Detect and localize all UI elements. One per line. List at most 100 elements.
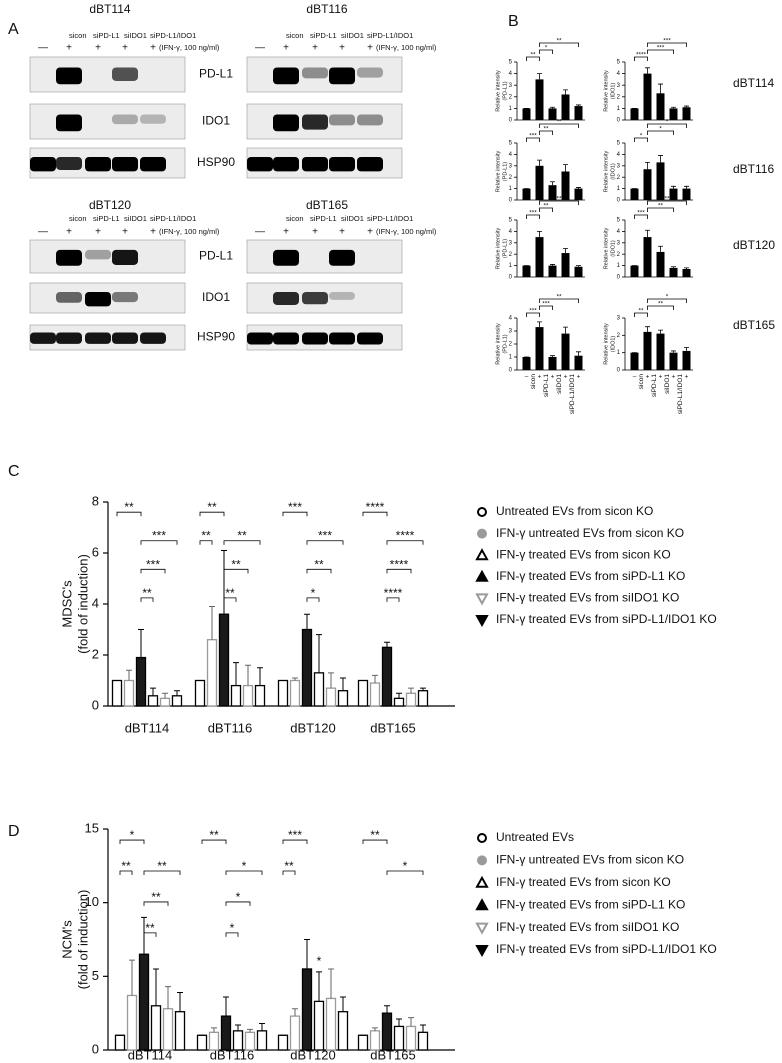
significance-label: ** [231, 557, 241, 571]
x-tick-label: dBT165 [370, 720, 416, 735]
legend-label: Untreated EVs from sicon KO [496, 504, 653, 518]
y-tick-label: 0 [509, 275, 513, 281]
y-axis-label: Relative intensity [495, 70, 501, 112]
protein-label: IDO1 [202, 114, 230, 128]
error-bar [340, 996, 346, 1012]
error-bar [396, 1018, 402, 1027]
x-tick-label: dBT120 [290, 1047, 336, 1062]
y-tick-label: 5 [92, 968, 99, 983]
band [302, 157, 328, 172]
band [329, 157, 355, 172]
y-tick-label: 6 [92, 544, 99, 559]
error-bar [550, 264, 555, 266]
error-bar [658, 329, 663, 334]
bar [174, 1011, 186, 1051]
row-label: dBT120 [733, 238, 775, 252]
blot-title: dBT114 [89, 2, 130, 16]
error-bar [340, 677, 346, 691]
band [56, 67, 82, 85]
protein-label: HSP90 [197, 155, 235, 169]
significance-label: ** [225, 586, 235, 600]
band [30, 157, 56, 172]
bar [393, 697, 405, 707]
bar [111, 679, 123, 707]
error-bar [165, 986, 171, 1009]
bar [535, 79, 544, 120]
band [302, 114, 328, 130]
y-tick-label: 3 [617, 163, 621, 169]
y-tick-label: 4 [509, 316, 513, 322]
bar [369, 1030, 381, 1051]
bar [230, 684, 242, 707]
band [273, 114, 299, 132]
significance-label: **** [396, 529, 415, 543]
lane-label: sicon [69, 31, 87, 40]
error-bar [384, 1005, 390, 1014]
band [56, 114, 82, 132]
error-bar [658, 155, 663, 163]
error-bar [211, 1027, 217, 1033]
y-tick-label: 2 [617, 333, 621, 339]
significance-bracket [647, 207, 674, 212]
significance-bracket [539, 123, 579, 128]
error-bar [563, 326, 568, 334]
significance-bracket [539, 200, 579, 205]
significance-bracket [539, 49, 553, 54]
significance-label: * [230, 921, 235, 935]
error-bar [550, 181, 555, 186]
treatment-label: + [564, 374, 568, 381]
significance-bracket [282, 839, 308, 845]
y-axis-label: Relative intensity [603, 323, 609, 365]
y-tick-label: 1 [509, 106, 513, 112]
bar [301, 628, 313, 707]
error-bar [328, 968, 334, 999]
error-bar [129, 959, 135, 996]
significance-bracket [201, 839, 227, 845]
band [273, 249, 299, 266]
legend-label: IFN-γ treated EVs from siPD-L1 KO [496, 569, 685, 583]
significance-label: ** [638, 307, 644, 314]
band [302, 332, 328, 345]
treatment-label: + [312, 43, 318, 54]
error-bar [645, 161, 650, 170]
error-bar [247, 1028, 253, 1033]
significance-label: *** [529, 307, 537, 314]
significance-label: * [666, 118, 669, 125]
bar [561, 171, 570, 200]
bar [138, 953, 150, 1051]
significance-label: ** [556, 195, 562, 202]
significance-label: *** [542, 300, 550, 307]
treatment-label: + [646, 374, 650, 381]
y-tick-label: 2 [92, 646, 99, 661]
y-tick-label: 1 [509, 186, 513, 192]
y-tick-label: 2 [617, 94, 621, 100]
error-bar [221, 549, 227, 615]
band [85, 249, 111, 260]
bar [522, 265, 531, 277]
blot [29, 56, 186, 93]
bar [220, 1015, 232, 1051]
y-tick-label: 3 [617, 316, 621, 322]
band [140, 157, 166, 172]
y-tick-label: 2 [509, 175, 513, 181]
significance-label: *** [146, 557, 160, 571]
error-bar [408, 687, 414, 694]
y-tick-label: 5 [617, 218, 621, 224]
error-bar [684, 267, 689, 270]
significance-label: *** [657, 44, 665, 51]
significance-label: * [236, 890, 241, 904]
significance-bracket [539, 305, 553, 310]
row-label: dBT116 [733, 162, 774, 176]
significance-label: ** [207, 500, 217, 514]
legend-marker [477, 507, 487, 517]
y-tick-label: 5 [509, 60, 513, 66]
y-axis-label: Relative intensity [603, 227, 609, 269]
y-tick-label: 0 [617, 118, 621, 124]
significance-bracket [526, 214, 540, 219]
band [85, 332, 111, 344]
error-bar [550, 106, 555, 109]
treatment-label: + [339, 227, 345, 238]
treatment-label: + [312, 227, 318, 238]
significance-label: **** [390, 557, 409, 571]
treatment-label: + [659, 374, 663, 381]
